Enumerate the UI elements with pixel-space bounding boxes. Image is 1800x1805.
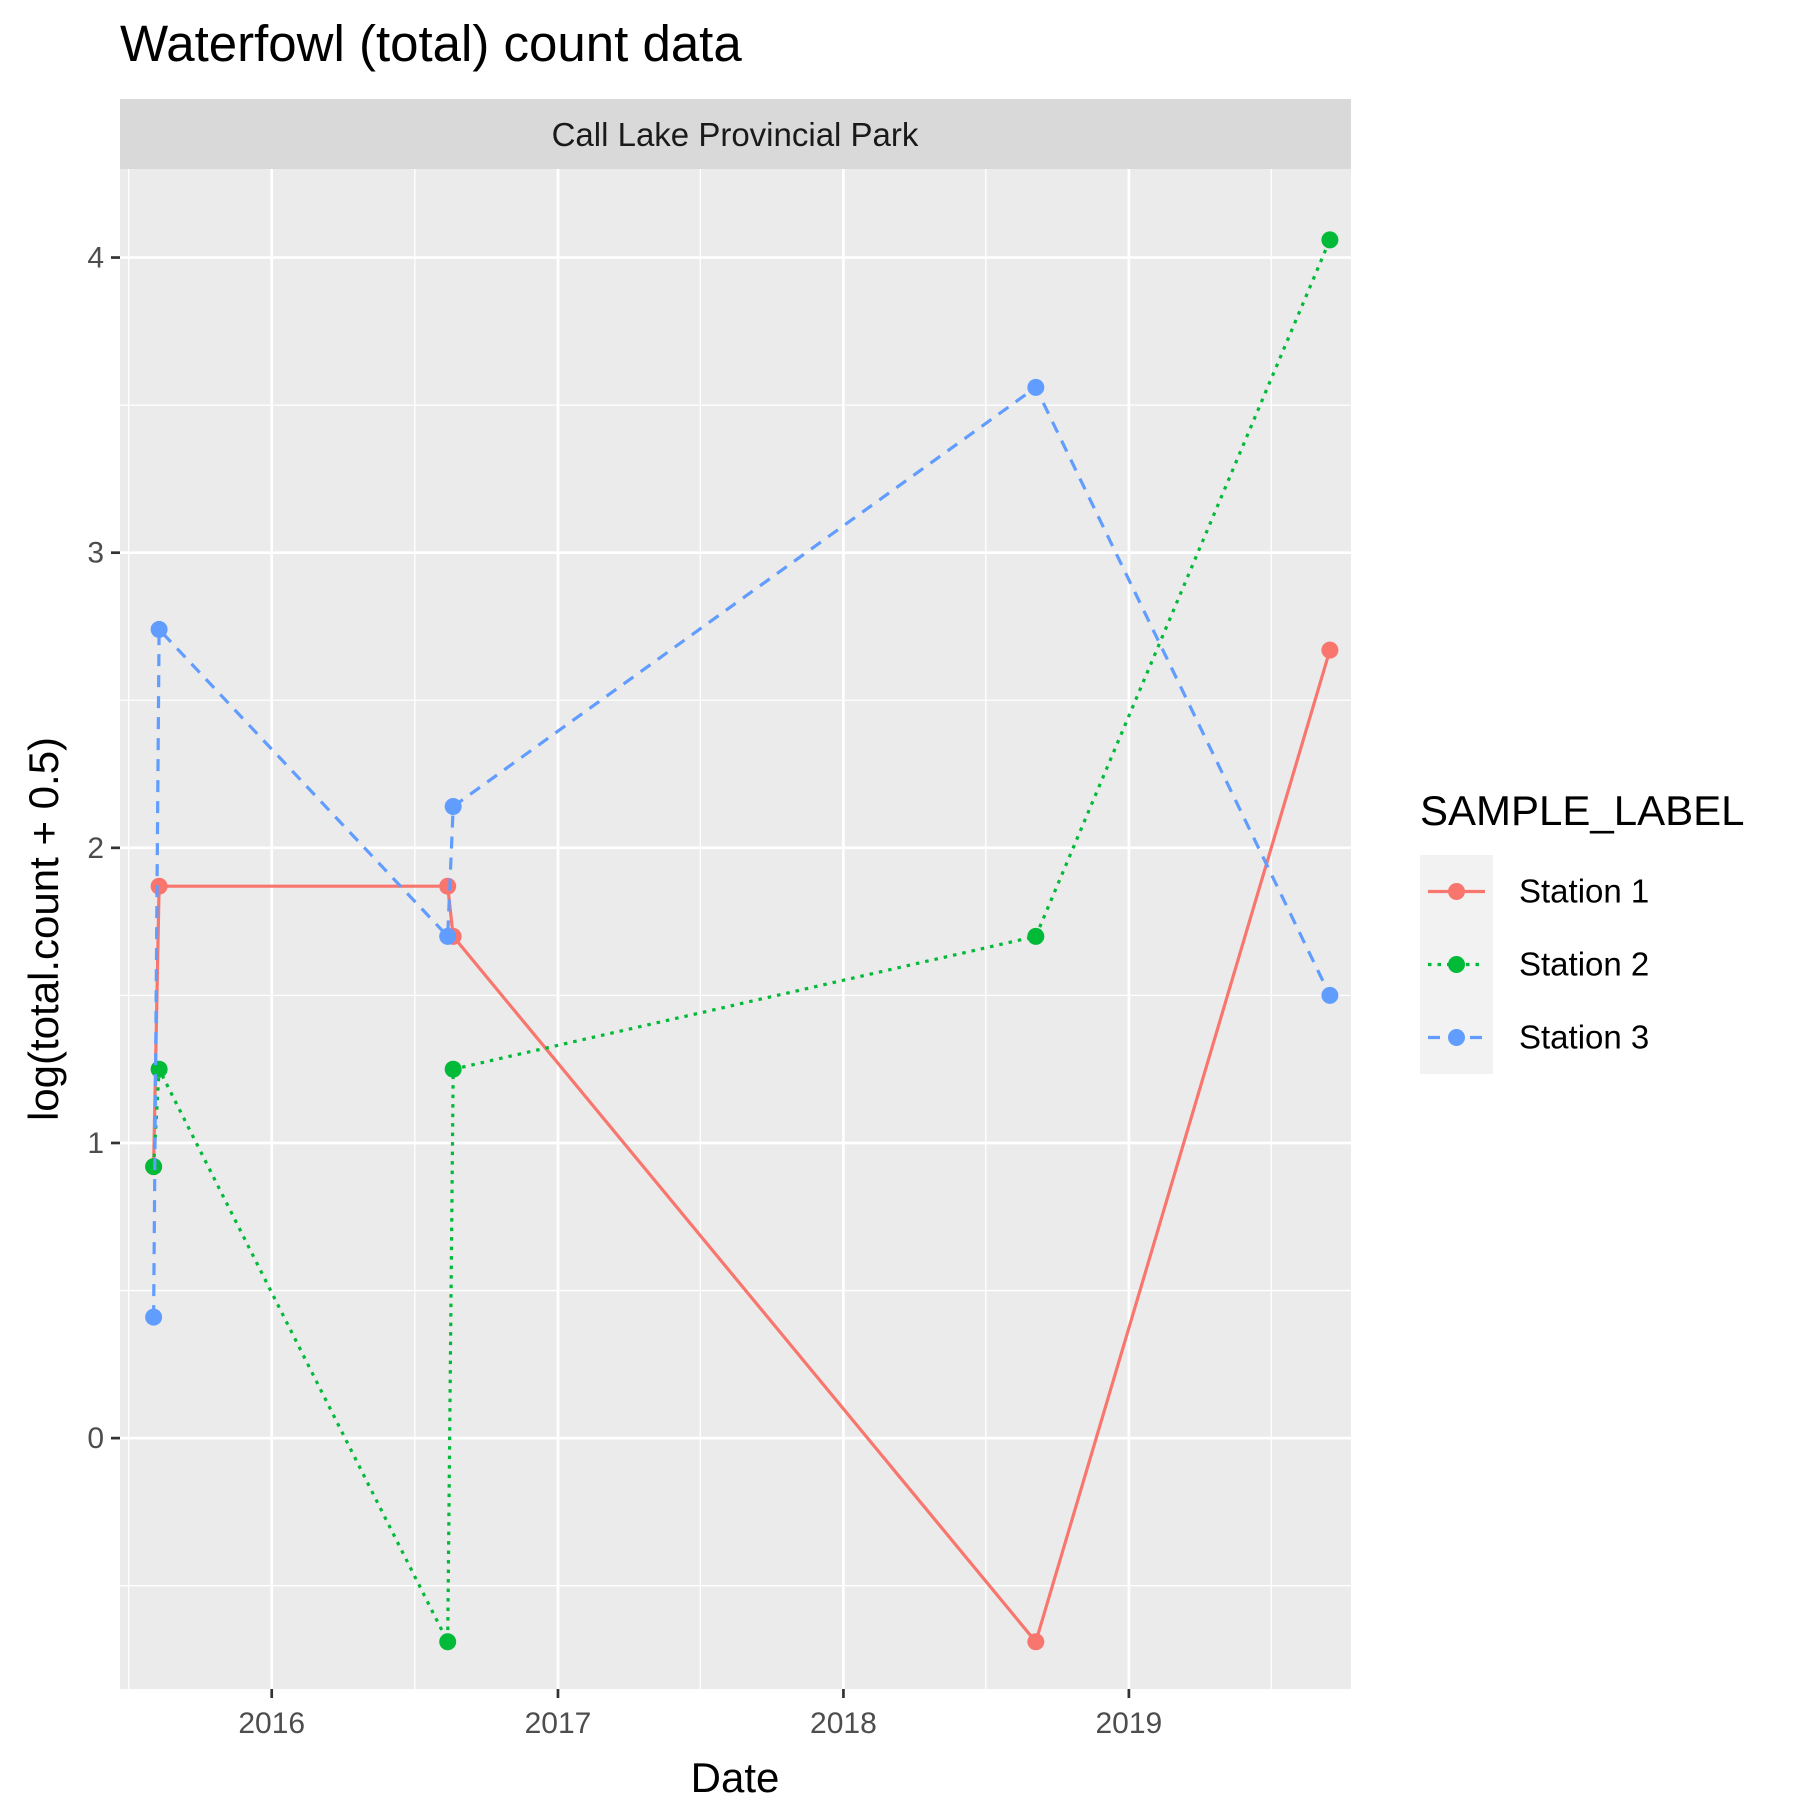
legend-entries: Station 1 Station 2 Station 3 [1428, 873, 1649, 1056]
x-axis-title: Date [691, 1754, 780, 1800]
chart-title: Waterfowl (total) count data [120, 15, 742, 72]
data-point [1027, 378, 1045, 396]
data-point [444, 1060, 462, 1078]
y-tick-label: 0 [87, 1422, 104, 1455]
y-tick-label: 2 [87, 832, 104, 865]
y-axis: 0 1 2 3 4 [87, 242, 120, 1455]
data-point [1321, 641, 1339, 659]
legend-entry: Station 1 [1428, 873, 1649, 910]
legend-label: Station 3 [1519, 1019, 1649, 1056]
legend-label: Station 1 [1519, 873, 1649, 910]
series-layer [145, 231, 1339, 1651]
legend-key-point [1448, 956, 1465, 973]
y-tick-label: 1 [87, 1127, 104, 1160]
major-gridlines [120, 169, 1351, 1689]
y-tick-label: 3 [87, 537, 104, 570]
series-line [152, 239, 1332, 1644]
data-point [1027, 927, 1045, 945]
legend-entry: Station 3 [1428, 1019, 1649, 1056]
data-point [439, 877, 457, 895]
facet-strip-label: Call Lake Provincial Park [552, 116, 919, 153]
y-axis-title: log(total.count + 0.5) [20, 737, 67, 1121]
data-point [439, 927, 457, 945]
x-tick-label: 2019 [1096, 1707, 1163, 1740]
data-point [145, 1308, 163, 1326]
data-point [150, 1060, 168, 1078]
legend-key-point [1448, 883, 1465, 900]
minor-gridlines [120, 169, 1351, 1689]
legend-entry: Station 2 [1428, 946, 1649, 983]
plot-panel [120, 169, 1351, 1689]
y-tick-label: 4 [87, 242, 104, 275]
series-line [152, 385, 1332, 1318]
data-point [1321, 986, 1339, 1004]
data-point [150, 620, 168, 638]
data-point [150, 877, 168, 895]
facet-strip [120, 99, 1351, 169]
x-axis: 2016 2017 2018 2019 [238, 1689, 1162, 1740]
legend-label: Station 2 [1519, 946, 1649, 983]
data-point [444, 798, 462, 816]
series-3 [145, 378, 1339, 1326]
x-tick-label: 2017 [525, 1707, 592, 1740]
x-tick-label: 2018 [810, 1707, 877, 1740]
legend-key-point [1448, 1029, 1465, 1046]
data-point [1321, 231, 1339, 249]
data-point [439, 1633, 457, 1651]
legend: SAMPLE_LABEL Station 1 Station 2 Station 3 [1420, 787, 1745, 1074]
legend-title: SAMPLE_LABEL [1420, 787, 1745, 834]
x-tick-label: 2016 [238, 1707, 305, 1740]
data-point [1027, 1633, 1045, 1651]
